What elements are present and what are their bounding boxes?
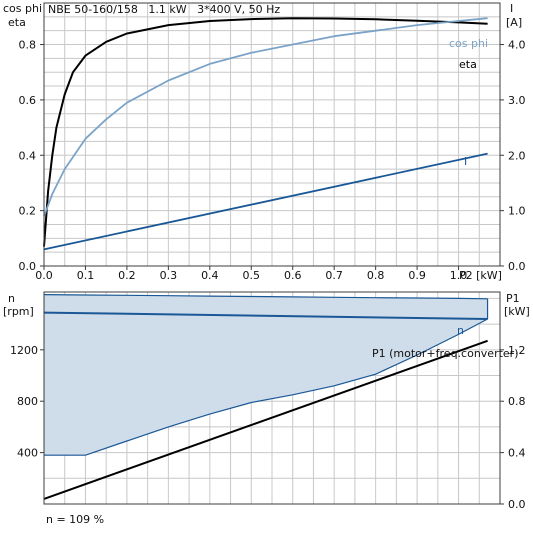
bottom-right-axis-title-line1: P1 — [506, 292, 520, 305]
speed-curve — [43, 311, 488, 320]
top-x-tick-label: 0.4 — [201, 269, 219, 282]
series-label-cos-phi: cos phi — [449, 37, 488, 50]
top-x-tick-label: 1.0 — [450, 269, 468, 282]
top-x-tick-label: 0.3 — [160, 269, 178, 282]
top-right-y-tick-label: 2.0 — [508, 149, 526, 162]
bottom-plot-frame — [43, 291, 501, 505]
input-power-curve — [43, 339, 488, 500]
top-right-axis-title-line1: I — [510, 2, 513, 15]
top-plot-frame — [43, 2, 501, 267]
top-left-y-tick-label: 0.4 — [19, 149, 37, 162]
top-ticks: 0.0 0.1 0.2 0.3 0.4 0.5 0.6 0.7 0.8 0.9 1.0 0.0 0.2 0… — [19, 39, 526, 282]
series-label-eta: eta — [459, 58, 477, 71]
bottom-left-y-tick-label: 1200 — [10, 344, 38, 357]
top-series-group — [43, 17, 488, 251]
top-x-tick-label: 0.7 — [325, 269, 343, 282]
cos-phi-curve — [43, 17, 488, 217]
speed-range-upper-edge — [43, 294, 488, 300]
top-left-axis-title-line2: eta — [8, 16, 26, 29]
top-x-tick-label: 0.5 — [243, 269, 261, 282]
series-label-current: I — [464, 155, 467, 168]
bottom-left-axis-title-line2: [rpm] — [3, 305, 34, 318]
top-right-y-tick-label: 3.0 — [508, 94, 526, 107]
top-right-axis-title-line2: [A] — [506, 16, 522, 29]
power-efficiency-chart: 0.0 0.1 0.2 0.3 0.4 0.5 0.6 0.7 0.8 0.9 1.0 0.0 0.2 0… — [3, 2, 526, 282]
bottom-left-axis-title-line1: n — [8, 292, 15, 305]
top-right-y-tick-label: 1.0 — [508, 205, 526, 218]
top-x-tick-label: 0.8 — [367, 269, 385, 282]
series-label-input-power: P1 (motor+freq.converter) — [372, 347, 519, 360]
speed-percentage-note: n = 109 % — [46, 513, 104, 526]
bottom-left-y-tick-label: 400 — [17, 447, 38, 460]
series-label-speed: n — [457, 324, 464, 337]
bottom-right-y-tick-label: 0.8 — [508, 395, 526, 408]
bottom-series-group — [43, 294, 489, 500]
bottom-right-y-tick-label: 0.0 — [508, 498, 526, 511]
bottom-right-axis-title-line2: [kW] — [504, 305, 530, 318]
bottom-right-y-tick-label: 0.4 — [508, 447, 526, 460]
eta-curve — [43, 17, 488, 247]
bottom-right-y-tick-label: 1.2 — [508, 344, 526, 357]
top-grid — [44, 3, 500, 266]
speed-range-area — [44, 294, 488, 456]
bottom-left-y-tick-label: 800 — [17, 395, 38, 408]
top-right-y-tick-label: 0.0 — [508, 260, 526, 273]
top-left-y-tick-label: 0.2 — [19, 205, 37, 218]
current-curve — [43, 152, 488, 251]
top-x-tick-label: 0.6 — [284, 269, 302, 282]
top-left-y-tick-label: 0.8 — [19, 39, 37, 52]
top-left-y-tick-label: 0.6 — [19, 94, 37, 107]
top-left-y-tick-label: 0.0 — [19, 260, 37, 273]
speed-power-chart: 400 800 1200 0.0 0.4 0.8 1.2 n [rpm] P1 [kW] n… — [3, 291, 530, 526]
bottom-ticks: 400 800 1200 0.0 0.4 0.8 1.2 — [10, 344, 526, 511]
top-x-tick-label: 0.9 — [408, 269, 426, 282]
top-right-y-tick-label: 4.0 — [508, 39, 526, 52]
top-x-axis-title: P2 [kW] — [459, 269, 502, 282]
top-left-axis-title-line1: cos phi — [3, 2, 42, 15]
top-x-tick-label: 0.2 — [118, 269, 136, 282]
top-x-tick-label: 0.0 — [35, 269, 53, 282]
top-x-tick-label: 0.1 — [77, 269, 95, 282]
speed-range-lower-edge — [44, 318, 488, 456]
chart-header-title: NBE 50-160/158 1.1 kW 3*400 V, 50 Hz — [48, 3, 280, 16]
